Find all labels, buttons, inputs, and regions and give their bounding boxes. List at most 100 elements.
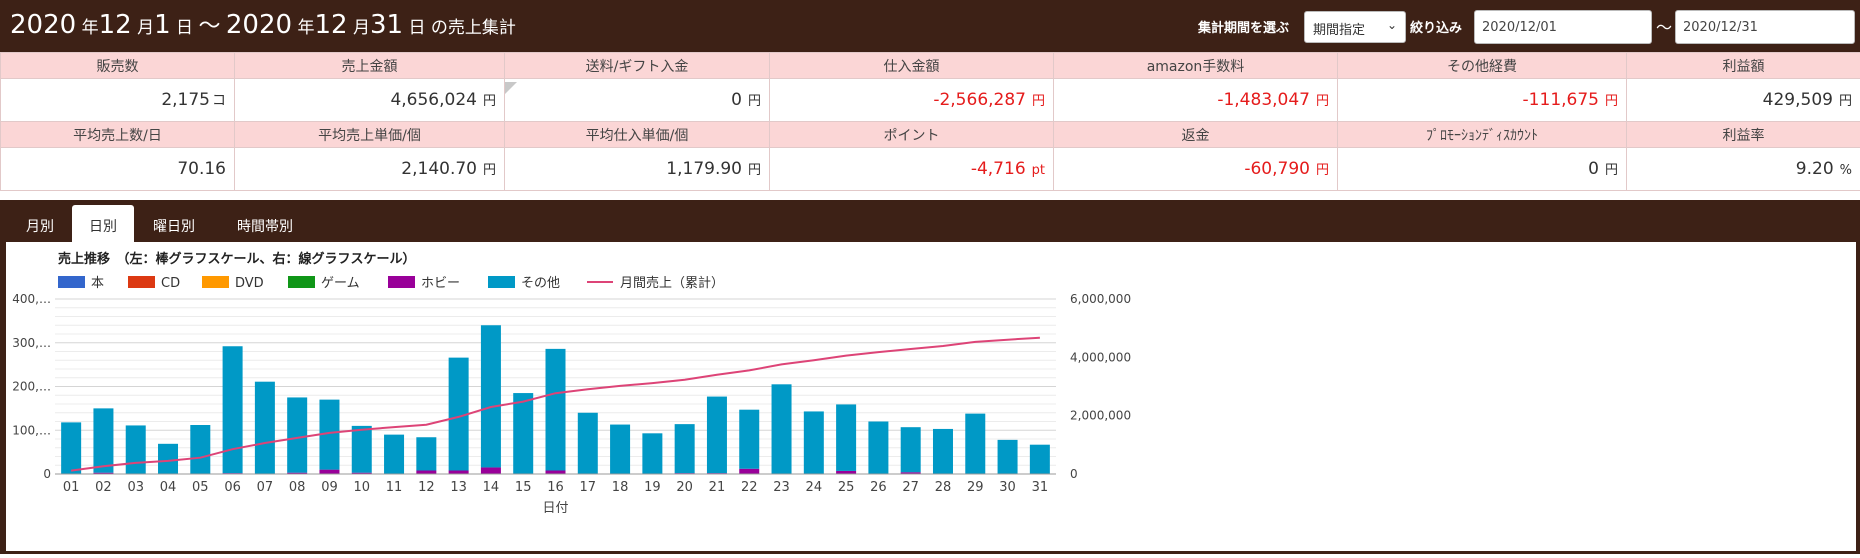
period-select[interactable]: 期間指定 ⌄ [1304,11,1406,43]
bar-5-19 [642,433,662,474]
x-tick-label: 08 [289,480,306,495]
stat-r1-value-cell-3: -2,566,287 円 [770,79,1054,122]
bar-5-20 [675,424,695,473]
stat-r1-label-6: 利益額 [1627,53,1860,79]
header-bar: 2020 年12 月1 日 ～ 2020 年12 月31 日 の売上集計 集計期… [0,0,1860,52]
stat-r2-value-cell-6: 9.20% [1627,148,1860,191]
legend-swatch-2 [202,276,229,288]
x-tick-label: 18 [612,480,629,495]
x-tick-label: 20 [676,480,693,495]
x-tick-label: 31 [1032,480,1049,495]
bar-4-16 [546,471,566,475]
bar-5-17 [578,413,598,474]
tab-hourly[interactable]: 時間帯別 [218,205,312,242]
y-right-tick: 6,000,000 [1070,292,1131,306]
date-to-input[interactable]: 2020/12/31 [1675,10,1855,44]
bar-5-02 [93,408,113,472]
bar-5-07 [255,382,275,474]
stat-r2-value-cell-4: -60,790 円 [1054,148,1338,191]
bar-5-12 [416,437,436,470]
y-left-tick: 0 [43,467,51,481]
date-from-input[interactable]: 2020/12/01 [1474,10,1652,44]
legend-swatch-0 [58,276,85,288]
bar-5-31 [1030,445,1050,474]
stat-r2-label-6: 利益率 [1627,122,1860,148]
stat-r1-unit-1: 円 [483,94,496,109]
chevron-down-icon: ⌄ [1387,18,1397,32]
stat-r2-value-1: 2,140.70 [401,159,477,179]
stat-r2-unit-5: 円 [1605,163,1618,178]
bar-5-25 [836,404,856,471]
bar-5-27 [901,427,921,472]
tab-weekday[interactable]: 曜日別 [140,205,208,242]
bar-5-29 [965,414,985,474]
y-right-tick: 2,000,000 [1070,409,1131,423]
stat-r1-value-cell-1: 4,656,024 円 [235,79,505,122]
bar-5-03 [126,425,146,474]
tab-monthly[interactable]: 月別 [14,205,66,242]
x-tick-label: 27 [902,480,919,495]
x-tick-label: 06 [224,480,241,495]
bar-5-30 [998,440,1018,474]
stat-r1-value-5: -111,675 [1523,90,1599,110]
legend-swatch-5 [488,276,515,288]
bar-4-14 [481,467,501,474]
stat-r2-value-5: 0 [1588,159,1599,179]
stat-r2-label-1: 平均売上単価/個 [235,122,505,148]
legend-label-3: ゲーム [321,276,360,291]
y-right-tick: 4,000,000 [1070,350,1131,364]
stat-r1-unit-0: コ [212,93,226,109]
legend-swatch-1 [128,276,155,288]
bar-5-22 [739,410,759,469]
legend-label-5: その他 [521,276,560,291]
bar-5-21 [707,397,727,474]
bar-5-15 [513,393,533,474]
y-left-tick: 100,… [12,423,51,437]
page-title: 2020 年12 月1 日 ～ 2020 年12 月31 日 の売上集計 [10,8,516,40]
x-axis-label: 日付 [542,501,568,516]
x-tick-label: 28 [935,480,952,495]
x-tick-label: 14 [483,480,500,495]
stat-r1-unit-3: 円 [1032,94,1045,109]
x-tick-label: 24 [806,480,823,495]
x-tick-label: 22 [741,480,758,495]
x-tick-label: 26 [870,480,887,495]
stat-r1-value-1: 4,656,024 [390,90,477,110]
legend-label-6: 月間売上（累計） [620,275,724,291]
stat-r2-unit-4: 円 [1316,163,1329,178]
bar-4-12 [416,471,436,475]
bar-5-28 [933,429,953,474]
x-tick-label: 25 [838,480,855,495]
tab-daily[interactable]: 日別 [72,205,134,242]
range-separator: ～ [1656,14,1672,38]
stat-r1-label-1: 売上金額 [235,53,505,79]
stat-r1-value-2: 0 [731,90,742,110]
y-right-tick: 0 [1070,467,1078,481]
legend-label-0: 本 [91,276,104,291]
stat-r1-unit-4: 円 [1316,94,1329,109]
stat-r1-value-6: 429,509 [1763,90,1833,110]
filter-label: 絞り込み [1410,17,1462,36]
tab-bar: 月別 日別 曜日別 時間帯別 [0,200,1860,242]
x-tick-label: 15 [515,480,532,495]
legend-label-1: CD [161,276,180,291]
stat-r2-value-4: -60,790 [1244,159,1310,179]
stat-r1-value-3: -2,566,287 [933,90,1026,110]
bar-5-23 [772,384,792,474]
bar-5-24 [804,411,824,474]
y-left-tick: 200,… [12,380,51,394]
stat-r2-label-2: 平均仕入単価/個 [505,122,770,148]
bar-5-14 [481,325,501,467]
x-tick-label: 11 [386,480,403,495]
x-tick-label: 01 [63,480,80,495]
x-tick-label: 07 [257,480,274,495]
cell-corner-marker [505,82,517,94]
y-left-tick: 300,… [12,336,51,350]
x-tick-label: 17 [580,480,597,495]
